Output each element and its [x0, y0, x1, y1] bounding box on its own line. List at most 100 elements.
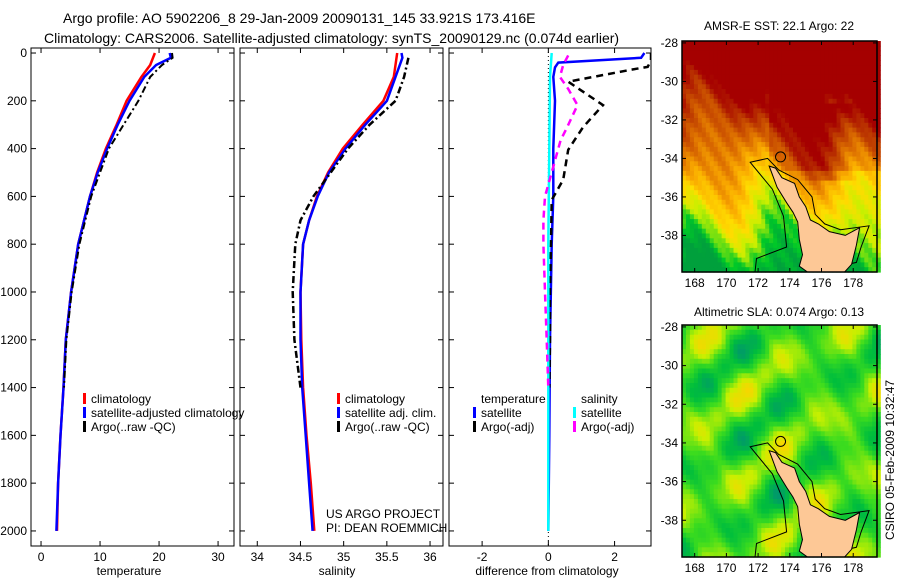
map-cell	[856, 180, 861, 186]
x-tick-label: 34.5	[289, 550, 313, 564]
map-cell	[693, 547, 699, 553]
map-cell	[737, 358, 743, 365]
map-cell	[828, 455, 834, 461]
map-cell	[689, 262, 695, 268]
map-cell	[864, 474, 869, 481]
map-cell	[705, 368, 711, 374]
map-cell	[789, 537, 794, 544]
map-cell	[832, 204, 838, 210]
map-cell	[733, 257, 739, 263]
map-cell	[729, 499, 735, 505]
map-cell	[860, 199, 865, 206]
map-cell	[733, 402, 739, 408]
map-cell	[789, 238, 794, 244]
map-cell	[789, 252, 794, 259]
map-cell	[828, 166, 834, 172]
map-cell	[761, 378, 766, 384]
map-cell	[832, 397, 838, 403]
map-cell	[872, 344, 877, 350]
map-cell	[856, 479, 861, 486]
map-cell	[749, 118, 754, 124]
map-cell	[737, 219, 743, 225]
map-cell	[701, 238, 707, 244]
map-cell	[682, 204, 687, 210]
map-cell	[820, 204, 826, 210]
map-cell	[840, 450, 846, 457]
map-cell	[705, 407, 711, 413]
map-cell	[765, 84, 770, 90]
map-cell	[701, 508, 707, 515]
map-cell	[697, 233, 703, 239]
map-cell	[761, 484, 766, 490]
map-cell	[812, 354, 818, 360]
map-cell	[717, 257, 723, 263]
map-cell	[860, 118, 865, 124]
map-cell	[812, 180, 818, 186]
map-cell	[745, 358, 750, 365]
map-cell	[872, 542, 877, 548]
map-cell	[808, 339, 814, 345]
map-cell	[737, 373, 743, 379]
map-cell	[840, 223, 846, 230]
map-cell	[713, 518, 719, 524]
map-cell	[725, 267, 731, 273]
map-cell	[765, 441, 770, 447]
map-cell	[682, 426, 687, 432]
map-cell	[769, 243, 774, 249]
map-cell	[848, 412, 854, 418]
map-cell	[836, 84, 842, 90]
map-cell	[789, 146, 794, 153]
map-cell	[793, 344, 798, 350]
map-cell	[844, 339, 850, 345]
map-cell	[844, 503, 850, 510]
map-cell	[769, 50, 774, 56]
map-cell	[828, 378, 834, 384]
map-cell	[733, 195, 739, 201]
map-cell	[808, 329, 814, 336]
map-cell	[785, 166, 790, 172]
map-cell	[785, 378, 790, 384]
map-cell	[856, 412, 861, 418]
map-cell	[686, 204, 691, 210]
map-cell	[729, 325, 735, 331]
map-cell	[828, 402, 834, 408]
map-cell	[872, 84, 877, 90]
map-cell	[729, 334, 735, 341]
map-cell	[836, 190, 842, 196]
map-cell	[769, 416, 774, 423]
map-cell	[824, 204, 830, 210]
map-cell	[773, 247, 778, 254]
map-cell	[816, 387, 822, 394]
map-cell	[753, 445, 758, 452]
map-cell	[713, 84, 719, 90]
map-cell	[789, 55, 794, 61]
map-cell	[796, 156, 802, 162]
map-cell	[717, 513, 723, 519]
map-cell	[769, 421, 774, 428]
map-cell	[844, 132, 850, 138]
map-cell	[816, 436, 822, 442]
map-cell	[725, 185, 731, 191]
map-cell	[761, 199, 766, 206]
map-cell	[729, 339, 735, 345]
map-cell	[693, 132, 699, 138]
map-cell	[701, 55, 707, 61]
map-cell	[753, 368, 758, 374]
map-cell	[705, 161, 711, 167]
map-cell	[876, 50, 881, 56]
map-cell	[824, 460, 830, 466]
map-cell	[832, 431, 838, 437]
map-cell	[709, 146, 715, 153]
map-cell	[836, 103, 842, 109]
map-cell	[860, 113, 865, 119]
map-cell	[789, 166, 794, 172]
map-cell	[721, 132, 727, 138]
map-cell	[789, 354, 794, 360]
map-cell	[832, 118, 838, 124]
map-cell	[769, 219, 774, 225]
map-cell	[876, 65, 881, 71]
map-cell	[856, 84, 861, 90]
map-cell	[697, 219, 703, 225]
map-cell	[860, 247, 865, 254]
axes-frame	[681, 324, 878, 558]
